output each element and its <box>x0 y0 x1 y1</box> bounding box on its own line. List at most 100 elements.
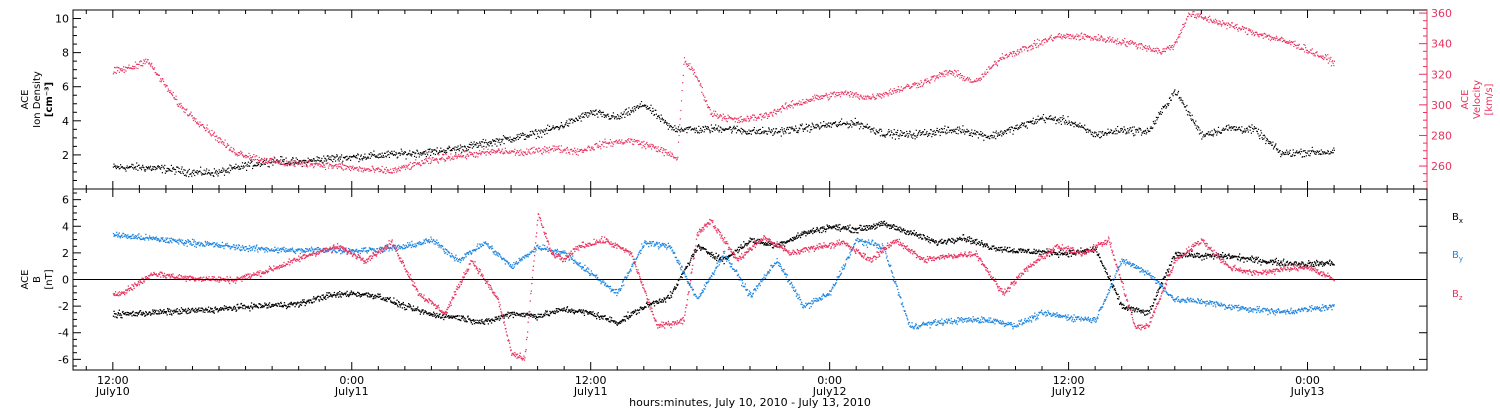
velocity-point <box>850 91 852 93</box>
velocity-point <box>237 155 239 157</box>
density-point <box>475 144 477 146</box>
velocity-point <box>522 154 524 156</box>
velocity-point <box>1161 50 1163 53</box>
velocity-point <box>1225 23 1227 25</box>
velocity-point <box>126 67 128 69</box>
bx-point <box>160 312 162 314</box>
density-point <box>361 159 364 161</box>
velocity-point <box>1188 13 1190 15</box>
velocity-point <box>1191 13 1193 15</box>
velocity-point <box>1016 50 1018 52</box>
density-point <box>141 166 143 168</box>
bx-point <box>410 306 412 308</box>
density-point <box>355 156 357 159</box>
bx-point <box>302 301 305 303</box>
bx-point <box>349 292 351 294</box>
velocity-point <box>723 118 726 120</box>
velocity-point <box>132 68 134 70</box>
bx-point <box>298 306 300 308</box>
density-point <box>427 154 429 156</box>
bx-point <box>448 316 451 318</box>
velocity-point <box>967 76 969 78</box>
velocity-point <box>289 160 291 162</box>
velocity-point <box>1180 29 1182 31</box>
velocity-point <box>1084 33 1086 36</box>
density-point <box>728 128 730 130</box>
density-point <box>1333 149 1335 151</box>
velocity-point <box>485 154 487 156</box>
density-point <box>824 125 827 127</box>
velocity-point <box>161 79 163 81</box>
density-point <box>187 170 189 172</box>
density-point <box>1195 127 1197 129</box>
velocity-point <box>388 169 390 171</box>
velocity-point <box>191 115 193 117</box>
density-point <box>1091 133 1093 136</box>
velocity-point <box>958 74 960 76</box>
density-point <box>961 131 963 133</box>
density-point <box>946 132 948 134</box>
velocity-point <box>928 81 930 83</box>
velocity-point <box>310 164 312 166</box>
bx-point <box>336 292 338 295</box>
velocity-point <box>821 97 824 99</box>
density-point <box>160 168 162 170</box>
velocity-point <box>723 116 725 118</box>
velocity-point <box>790 101 792 103</box>
density-point <box>1061 117 1063 119</box>
density-point <box>269 162 271 164</box>
velocity-point <box>1069 34 1071 37</box>
bx-point <box>238 308 240 310</box>
density-point <box>980 133 982 135</box>
density-point <box>1026 121 1028 123</box>
velocity-point <box>581 148 583 150</box>
density-point <box>430 151 432 153</box>
density-point <box>924 133 926 136</box>
velocity-point <box>697 78 699 80</box>
density-point <box>900 130 902 132</box>
bx-point <box>240 302 243 305</box>
density-point <box>944 125 946 127</box>
density-point <box>1233 129 1235 131</box>
bx-point <box>473 320 475 323</box>
density-point <box>1133 126 1135 128</box>
velocity-point <box>471 153 473 156</box>
velocity-point <box>1156 47 1158 49</box>
velocity-point <box>309 165 311 167</box>
velocity-point <box>1075 35 1077 37</box>
velocity-point <box>218 141 220 143</box>
velocity-point <box>1122 40 1125 42</box>
velocity-point <box>786 108 788 110</box>
density-point <box>1173 90 1175 92</box>
velocity-point <box>130 67 132 69</box>
density-point <box>815 127 818 129</box>
density-point <box>1042 118 1044 120</box>
velocity-point <box>169 92 171 94</box>
velocity-point <box>512 150 514 152</box>
density-point <box>364 156 367 158</box>
density-point <box>577 119 579 121</box>
velocity-point <box>330 164 332 166</box>
velocity-point <box>979 77 981 79</box>
bx-point <box>377 296 380 298</box>
density-point <box>1099 137 1101 139</box>
bx-point <box>186 310 188 312</box>
velocity-point <box>490 150 492 152</box>
density-point <box>158 166 160 168</box>
velocity-point <box>240 150 242 152</box>
density-point <box>695 127 697 129</box>
bx-point <box>194 311 196 313</box>
bx-point <box>257 307 260 309</box>
density-point <box>1142 131 1144 133</box>
bx-point <box>208 309 211 312</box>
bx-point <box>279 305 281 307</box>
density-point <box>1322 151 1324 153</box>
bx-point <box>431 315 434 317</box>
bx-point <box>335 294 338 296</box>
density-point <box>1238 127 1240 129</box>
velocity-point <box>1272 36 1274 39</box>
density-point <box>814 127 816 129</box>
velocity-point <box>1142 46 1144 48</box>
velocity-point <box>959 77 961 79</box>
